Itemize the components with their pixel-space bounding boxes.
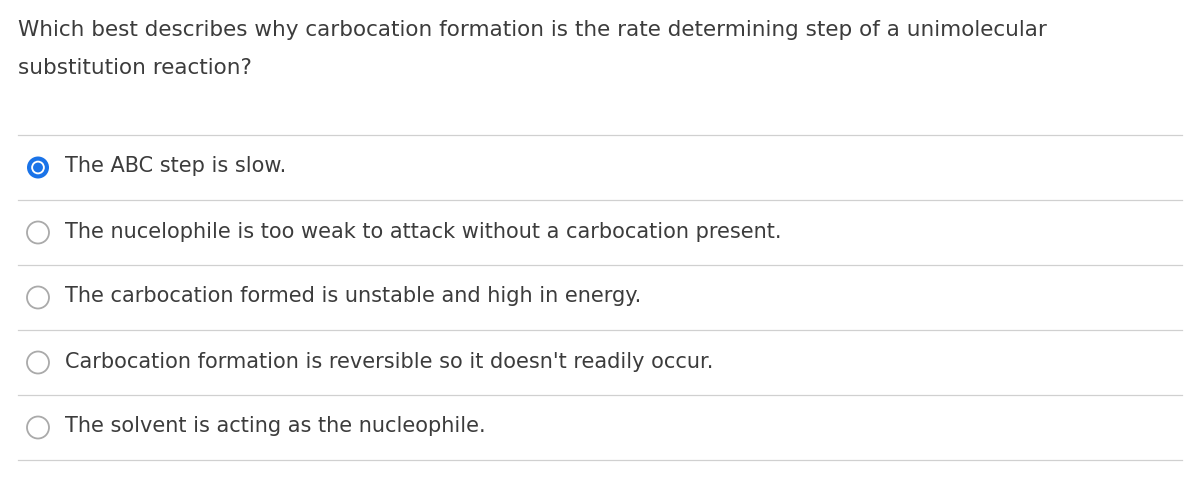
Text: The nucelophile is too weak to attack without a carbocation present.: The nucelophile is too weak to attack wi…: [65, 222, 781, 241]
Text: Carbocation formation is reversible so it doesn't readily occur.: Carbocation formation is reversible so i…: [65, 351, 713, 372]
Circle shape: [34, 162, 43, 173]
Text: Which best describes why carbocation formation is the rate determining step of a: Which best describes why carbocation for…: [18, 20, 1046, 40]
Circle shape: [28, 351, 49, 374]
Text: The ABC step is slow.: The ABC step is slow.: [65, 157, 287, 176]
Circle shape: [28, 222, 49, 243]
Text: The solvent is acting as the nucleophile.: The solvent is acting as the nucleophile…: [65, 416, 486, 437]
Circle shape: [31, 161, 44, 174]
Circle shape: [28, 157, 49, 178]
Circle shape: [28, 286, 49, 308]
Text: substitution reaction?: substitution reaction?: [18, 58, 252, 78]
Text: The carbocation formed is unstable and high in energy.: The carbocation formed is unstable and h…: [65, 286, 641, 307]
Circle shape: [28, 416, 49, 439]
